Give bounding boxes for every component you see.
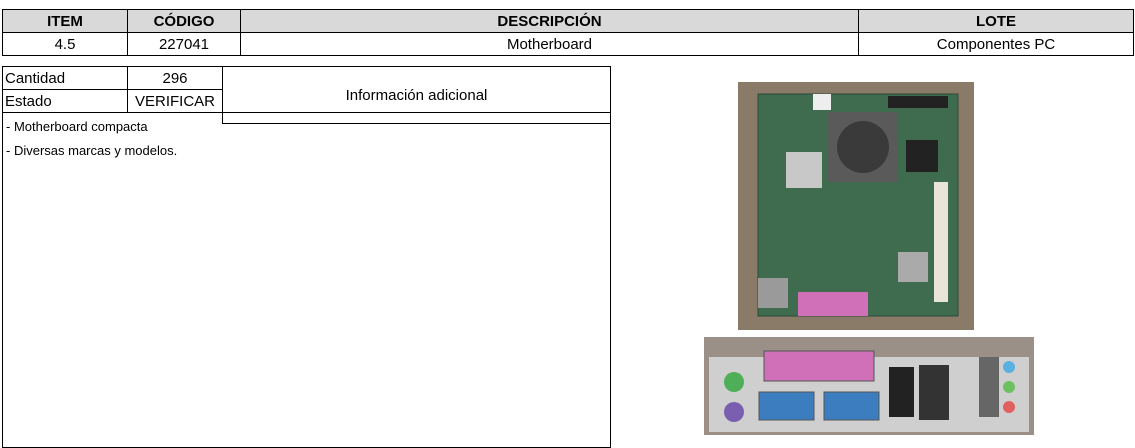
descripcion-value: Motherboard <box>240 32 859 56</box>
header-item: ITEM <box>2 9 128 33</box>
cantidad-label: Cantidad <box>2 66 128 90</box>
codigo-value: 227041 <box>127 32 241 56</box>
header-lote: LOTE <box>858 9 1134 33</box>
cantidad-value: 296 <box>127 66 223 90</box>
header-codigo: CÓDIGO <box>127 9 241 33</box>
estado-value: VERIFICAR <box>127 89 223 113</box>
motherboard-photo <box>738 82 974 330</box>
item-value: 4.5 <box>2 32 128 56</box>
notes: - Motherboard compacta - Diversas marcas … <box>2 112 611 448</box>
note-line: - Diversas marcas y modelos. <box>6 143 178 158</box>
note-line: - Motherboard compacta <box>6 119 148 134</box>
info-label: Información adicional <box>222 66 611 124</box>
lote-value: Componentes PC <box>858 32 1134 56</box>
estado-label: Estado <box>2 89 128 113</box>
io-panel-photo <box>704 337 1034 435</box>
notes-list: - Motherboard compacta - Diversas marcas … <box>6 115 607 163</box>
header-descripcion: DESCRIPCIÓN <box>240 9 859 33</box>
